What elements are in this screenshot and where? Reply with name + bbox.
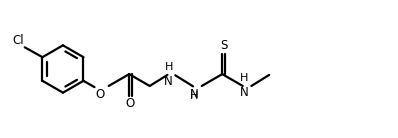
Text: S: S xyxy=(220,39,228,52)
Text: O: O xyxy=(95,88,104,101)
Text: O: O xyxy=(126,97,135,110)
Text: N: N xyxy=(164,75,173,87)
Text: H: H xyxy=(240,73,248,83)
Text: N: N xyxy=(189,88,198,101)
Text: N: N xyxy=(240,86,248,99)
Text: H: H xyxy=(190,91,198,101)
Text: H: H xyxy=(164,62,173,72)
Text: Cl: Cl xyxy=(12,34,23,47)
